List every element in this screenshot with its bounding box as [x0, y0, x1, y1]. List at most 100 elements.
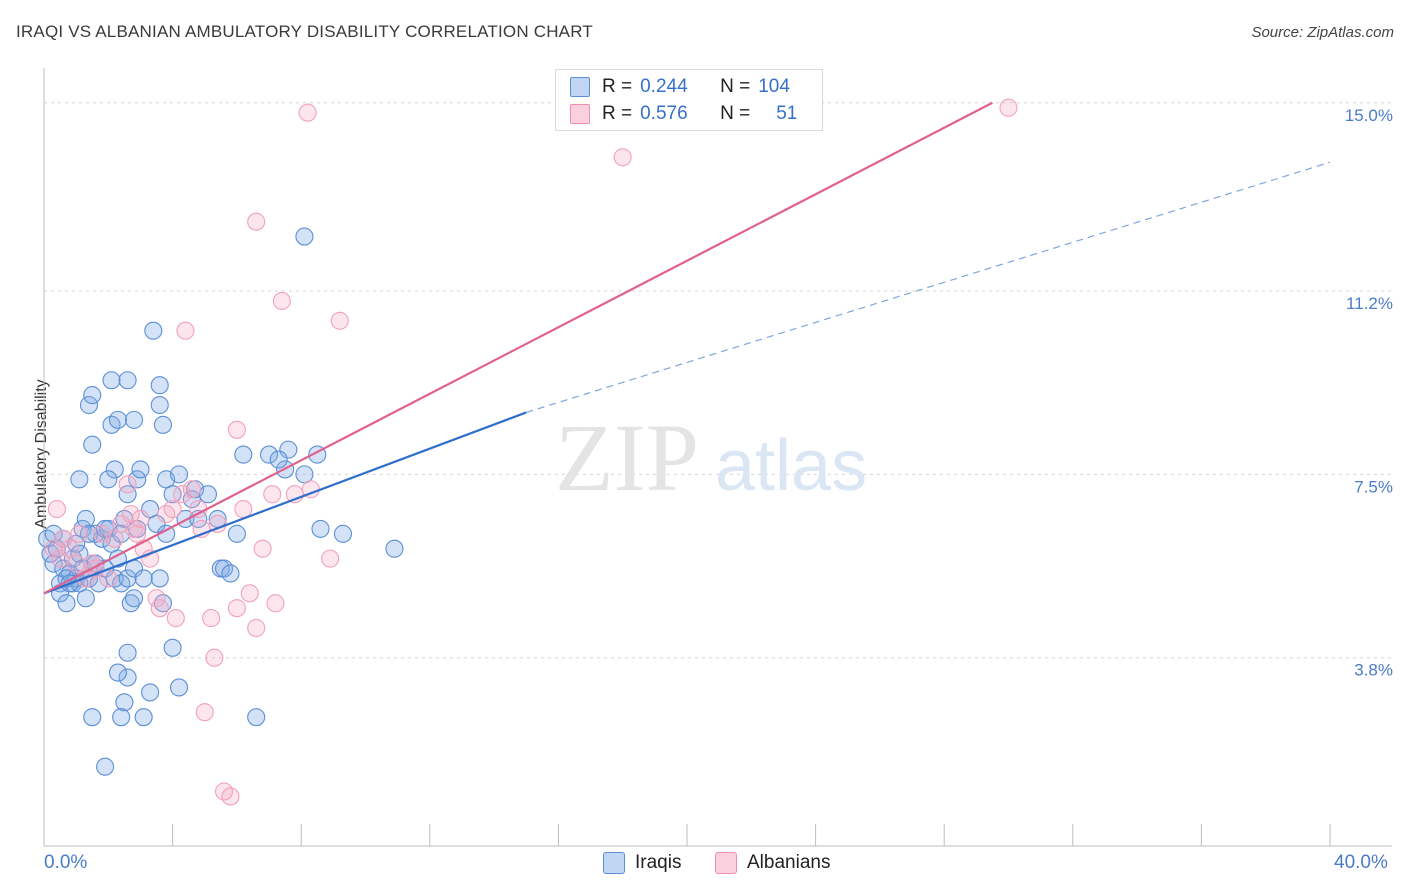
albanian-point	[189, 500, 208, 519]
legend-n-value-iraqis: 104	[758, 76, 790, 97]
iraqi-point	[141, 683, 160, 702]
iraqi-point	[96, 519, 115, 538]
iraqis-trend-line	[43, 411, 527, 595]
albanian-point	[321, 549, 340, 568]
axes	[43, 68, 1392, 847]
legend-r-value-iraqis: 0.244	[640, 76, 688, 97]
iraqi-point	[169, 678, 189, 697]
iraqi-point	[121, 594, 140, 613]
legend-swatch-albanians	[570, 104, 590, 124]
iraqi-point	[118, 485, 137, 504]
iraqi-point	[311, 519, 330, 538]
albanian-point	[266, 594, 285, 613]
iraqi-point	[44, 524, 63, 543]
chart-title: IRAQI VS ALBANIAN AMBULATORY DISABILITY …	[16, 22, 593, 41]
iraqi-point	[131, 460, 150, 479]
albanian-point	[54, 529, 73, 548]
albanian-point	[147, 589, 166, 608]
iraqi-point	[134, 708, 153, 727]
albanian-point	[51, 549, 70, 568]
iraqi-point	[70, 544, 89, 563]
albanian-point	[166, 609, 185, 628]
gridlines	[44, 102, 1392, 659]
iraqi-point	[247, 708, 266, 727]
legend-r-label: R =	[602, 103, 633, 124]
series-label-albanians: Albanians	[747, 852, 831, 873]
albanian-point	[240, 584, 259, 603]
series-legend-iraqis[interactable]: Iraqis	[603, 852, 681, 874]
iraqi-point	[182, 490, 201, 509]
iraqi-point	[163, 485, 182, 504]
legend-n-label: N =	[720, 103, 751, 124]
iraqi-point	[269, 450, 288, 469]
iraqi-point	[105, 460, 124, 479]
iraqi-point	[385, 539, 404, 558]
iraqi-point	[99, 470, 118, 489]
series-legend-albanians[interactable]: Albanians	[715, 852, 830, 874]
iraqi-point	[234, 445, 253, 464]
y-tick-label: 3.8%	[1354, 661, 1393, 680]
iraqi-point	[118, 569, 137, 588]
albanian-point	[44, 539, 63, 558]
legend-r-label: R =	[602, 76, 633, 97]
iraqi-point	[150, 569, 169, 588]
albanian-point	[205, 648, 224, 667]
albanian-point	[67, 554, 86, 573]
y-tick-label: 15.0%	[1345, 106, 1393, 125]
watermark-atlas: atlas	[715, 426, 867, 506]
iraqi-point	[150, 395, 169, 415]
series-legend: Iraqis Albanians	[0, 850, 1406, 880]
legend-r-value-albanians: 0.576	[640, 103, 688, 124]
series-swatch-albanians	[715, 852, 737, 874]
albanian-point	[176, 321, 195, 340]
legend-row-iraqis: R = 0.244 N = 104	[570, 74, 790, 100]
iraqi-point	[279, 440, 298, 459]
iraqi-point	[112, 708, 131, 727]
iraqi-point	[118, 668, 137, 687]
albanian-point	[70, 524, 89, 543]
iraqi-point	[198, 485, 218, 504]
iraqi-point	[108, 663, 127, 682]
y-tick-label: 7.5%	[1354, 477, 1393, 496]
legend-row-albanians: R = 0.576 N = 51	[570, 101, 797, 127]
iraqi-point	[169, 465, 189, 484]
iraqi-point	[153, 415, 173, 434]
albanian-point	[613, 148, 632, 167]
albanian-point	[330, 311, 349, 330]
albanian-point	[247, 618, 266, 638]
iraqi-point	[124, 589, 144, 608]
x-tick-label-min: 0.0%	[44, 852, 88, 873]
albanian-point	[202, 609, 221, 628]
correlation-legend: R = 0.244 N = 104 R = 0.576 N = 51	[555, 69, 823, 131]
albanian-point	[234, 500, 253, 519]
series-swatch-iraqis	[603, 852, 625, 874]
iraqi-point	[150, 376, 169, 395]
albanian-point	[195, 703, 214, 722]
iraqi-point	[259, 445, 279, 464]
albanian-point	[227, 420, 246, 439]
iraqi-point	[295, 227, 314, 246]
iraqi-point	[108, 410, 127, 429]
albanian-point	[263, 485, 282, 504]
iraqi-point	[118, 371, 137, 390]
iraqi-point	[83, 435, 102, 454]
albanian-point	[272, 291, 291, 311]
iraqi-point	[134, 569, 153, 588]
albanian-point	[999, 98, 1018, 117]
iraqi-point	[147, 514, 166, 533]
iraqi-point	[57, 594, 76, 613]
watermark: ZIP atlas	[555, 404, 867, 511]
legend-n-value-albanians: 51	[776, 103, 798, 124]
series-label-iraqis: Iraqis	[635, 852, 682, 873]
iraqi-point	[83, 708, 102, 727]
iraqi-point	[70, 470, 89, 489]
iraqi-point	[96, 757, 115, 776]
iraqi-point	[79, 524, 99, 543]
iraqi-point	[83, 386, 102, 405]
albanian-point	[150, 599, 169, 618]
albanian-point	[121, 504, 140, 524]
iraqi-point	[163, 638, 182, 657]
iraqi-point	[124, 410, 144, 429]
albanian-point	[247, 212, 266, 231]
